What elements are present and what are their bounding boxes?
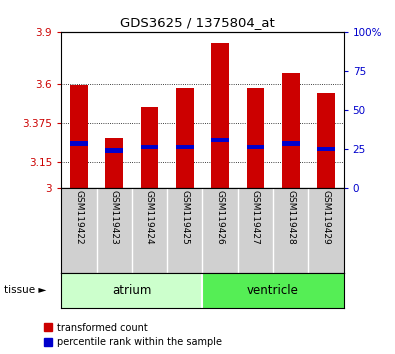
Text: GSM119429: GSM119429 [322,190,331,245]
Bar [70,141,88,145]
Bar [211,43,229,188]
Bar [317,147,335,151]
Bar [317,93,335,188]
Bar [211,138,229,142]
Text: GDS3625 / 1375804_at: GDS3625 / 1375804_at [120,16,275,29]
Text: GSM119425: GSM119425 [180,190,189,245]
Text: GSM119426: GSM119426 [216,190,225,245]
Bar [282,141,299,145]
Bar [141,145,158,149]
Text: GSM119424: GSM119424 [145,190,154,245]
Text: GSM119423: GSM119423 [110,190,118,245]
Bar [141,107,158,188]
Legend: transformed count, percentile rank within the sample: transformed count, percentile rank withi… [44,322,222,347]
Bar [105,138,123,188]
Bar [246,145,264,149]
Bar [176,88,194,188]
Bar [282,73,299,188]
Bar [105,148,123,153]
Text: GSM119428: GSM119428 [286,190,295,245]
Bar [246,88,264,188]
Text: GSM119422: GSM119422 [74,190,83,245]
Text: GSM119427: GSM119427 [251,190,260,245]
Text: ventricle: ventricle [247,284,299,297]
Bar [202,273,344,308]
Text: atrium: atrium [112,284,152,297]
Text: tissue ►: tissue ► [4,285,46,295]
Bar [176,145,194,149]
Bar [61,273,202,308]
Bar [70,85,88,188]
